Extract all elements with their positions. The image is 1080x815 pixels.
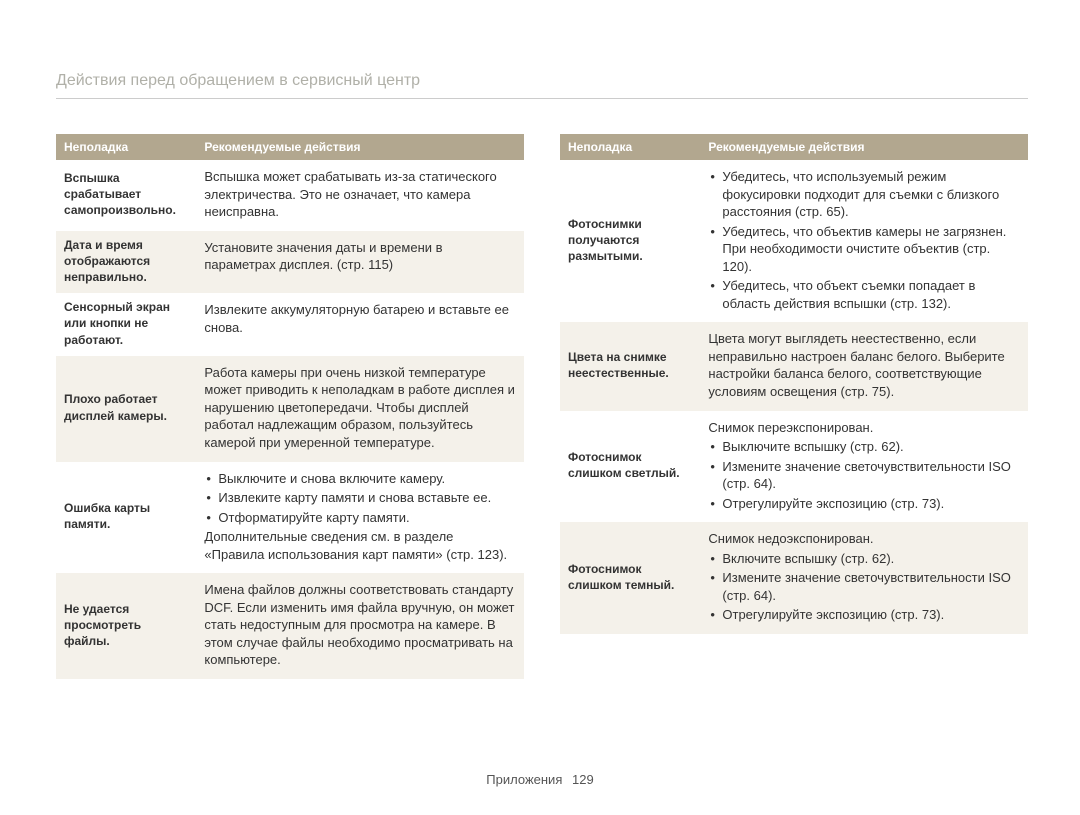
th-problem: Неполадка (560, 134, 700, 160)
problem-cell: Цвета на снимке неестественные. (560, 322, 700, 410)
footer-page-number: 129 (572, 772, 594, 787)
action-list-item: Убедитесь, что используемый режим фокуси… (708, 168, 1020, 221)
table-row: Не удается просмотреть файлы.Имена файло… (56, 573, 524, 679)
action-list-item: Убедитесь, что объектив камеры не загряз… (708, 223, 1020, 276)
problem-cell: Вспышка срабатывает самопроизвольно. (56, 160, 196, 231)
action-text: Цвета могут выглядеть неестественно, есл… (708, 330, 1020, 400)
table-row: Сенсорный экран или кнопки не работают.И… (56, 293, 524, 356)
action-list: Выключите и снова включите камеру.Извлек… (204, 470, 516, 527)
th-action: Рекомендуемые действия (700, 134, 1028, 160)
action-list-item: Извлеките карту памяти и снова вставьте … (204, 489, 516, 507)
table-row: Фотоснимок слишком светлый.Снимок переэк… (560, 411, 1028, 523)
action-cell: Извлеките аккумуляторную батарею и встав… (196, 293, 524, 356)
problem-cell: Сенсорный экран или кнопки не работают. (56, 293, 196, 356)
action-list-item: Отрегулируйте экспозицию (стр. 73). (708, 495, 1020, 513)
action-cell: Работа камеры при очень низкой температу… (196, 356, 524, 462)
title-divider (56, 98, 1028, 99)
problem-cell: Плохо работает дисплей камеры. (56, 356, 196, 462)
action-lead: Снимок недоэкспонирован. (708, 530, 1020, 548)
action-cell: Установите значения даты и времени в пар… (196, 231, 524, 294)
action-list-item: Убедитесь, что объект съемки попадает в … (708, 277, 1020, 312)
troubleshoot-table-left: Неполадка Рекомендуемые действия Вспышка… (56, 134, 524, 679)
table-row: Фотоснимки получаются размытыми.Убедитес… (560, 160, 1028, 322)
right-column: Неполадка Рекомендуемые действия Фотосни… (560, 134, 1028, 679)
action-list: Выключите вспышку (стр. 62). Измените зна… (708, 438, 1020, 512)
troubleshoot-table-right: Неполадка Рекомендуемые действия Фотосни… (560, 134, 1028, 634)
action-text: Имена файлов должны соответствовать стан… (204, 581, 516, 669)
left-column: Неполадка Рекомендуемые действия Вспышка… (56, 134, 524, 679)
tbody-right: Фотоснимки получаются размытыми.Убедитес… (560, 160, 1028, 634)
action-list: Включите вспышку (стр. 62).Измените знач… (708, 550, 1020, 624)
action-text: Извлеките аккумуляторную батарею и встав… (204, 301, 516, 336)
th-problem: Неполадка (56, 134, 196, 160)
action-list: Убедитесь, что используемый режим фокуси… (708, 168, 1020, 312)
problem-cell: Фотоснимок слишком темный. (560, 522, 700, 634)
action-lead: Снимок переэкспонирован. (708, 419, 1020, 437)
problem-cell: Ошибка карты памяти. (56, 462, 196, 574)
table-row: Вспышка срабатывает самопроизвольно.Вспы… (56, 160, 524, 231)
problem-cell: Фотоснимки получаются размытыми. (560, 160, 700, 322)
action-list-item: Измените значение светочувствительности … (708, 458, 1020, 493)
table-row: Плохо работает дисплей камеры.Работа кам… (56, 356, 524, 462)
action-cell: Имена файлов должны соответствовать стан… (196, 573, 524, 679)
action-cell: Убедитесь, что используемый режим фокуси… (700, 160, 1028, 322)
table-row: Цвета на снимке неестественные.Цвета мог… (560, 322, 1028, 410)
table-row: Фотоснимок слишком темный.Снимок недоэкс… (560, 522, 1028, 634)
action-list-item: Отрегулируйте экспозицию (стр. 73). (708, 606, 1020, 624)
action-cell: Выключите и снова включите камеру.Извлек… (196, 462, 524, 574)
footer-section: Приложения (486, 772, 562, 787)
content-columns: Неполадка Рекомендуемые действия Вспышка… (56, 134, 1028, 679)
page-title: Действия перед обращением в сервисный це… (56, 72, 420, 90)
tbody-left: Вспышка срабатывает самопроизвольно.Вспы… (56, 160, 524, 679)
action-list-item: Выключите вспышку (стр. 62). (708, 438, 1020, 456)
action-text: Вспышка может срабатывать из-за статичес… (204, 168, 516, 221)
table-row: Ошибка карты памяти.Выключите и снова вк… (56, 462, 524, 574)
th-action: Рекомендуемые действия (196, 134, 524, 160)
problem-cell: Дата и время отображаются неправильно. (56, 231, 196, 294)
problem-cell: Не удается просмотреть файлы. (56, 573, 196, 679)
action-list-item: Отформатируйте карту памяти. (204, 509, 516, 527)
action-cell: Снимок переэкспонирован.Выключите вспышк… (700, 411, 1028, 523)
action-text: Работа камеры при очень низкой температу… (204, 364, 516, 452)
action-cell: Цвета могут выглядеть неестественно, есл… (700, 322, 1028, 410)
action-list-item: Измените значение светочувствительности … (708, 569, 1020, 604)
action-cell: Вспышка может срабатывать из-за статичес… (196, 160, 524, 231)
action-cell: Снимок недоэкспонирован. Включите вспышку… (700, 522, 1028, 634)
page-footer: Приложения 129 (0, 772, 1080, 787)
action-list-item: Включите вспышку (стр. 62). (708, 550, 1020, 568)
action-list-item: Выключите и снова включите камеру. (204, 470, 516, 488)
table-row: Дата и время отображаются неправильно.Ус… (56, 231, 524, 294)
action-text: Установите значения даты и времени в пар… (204, 239, 516, 274)
action-tail: Дополнительные сведения см. в разделе «П… (204, 528, 516, 563)
problem-cell: Фотоснимок слишком светлый. (560, 411, 700, 523)
